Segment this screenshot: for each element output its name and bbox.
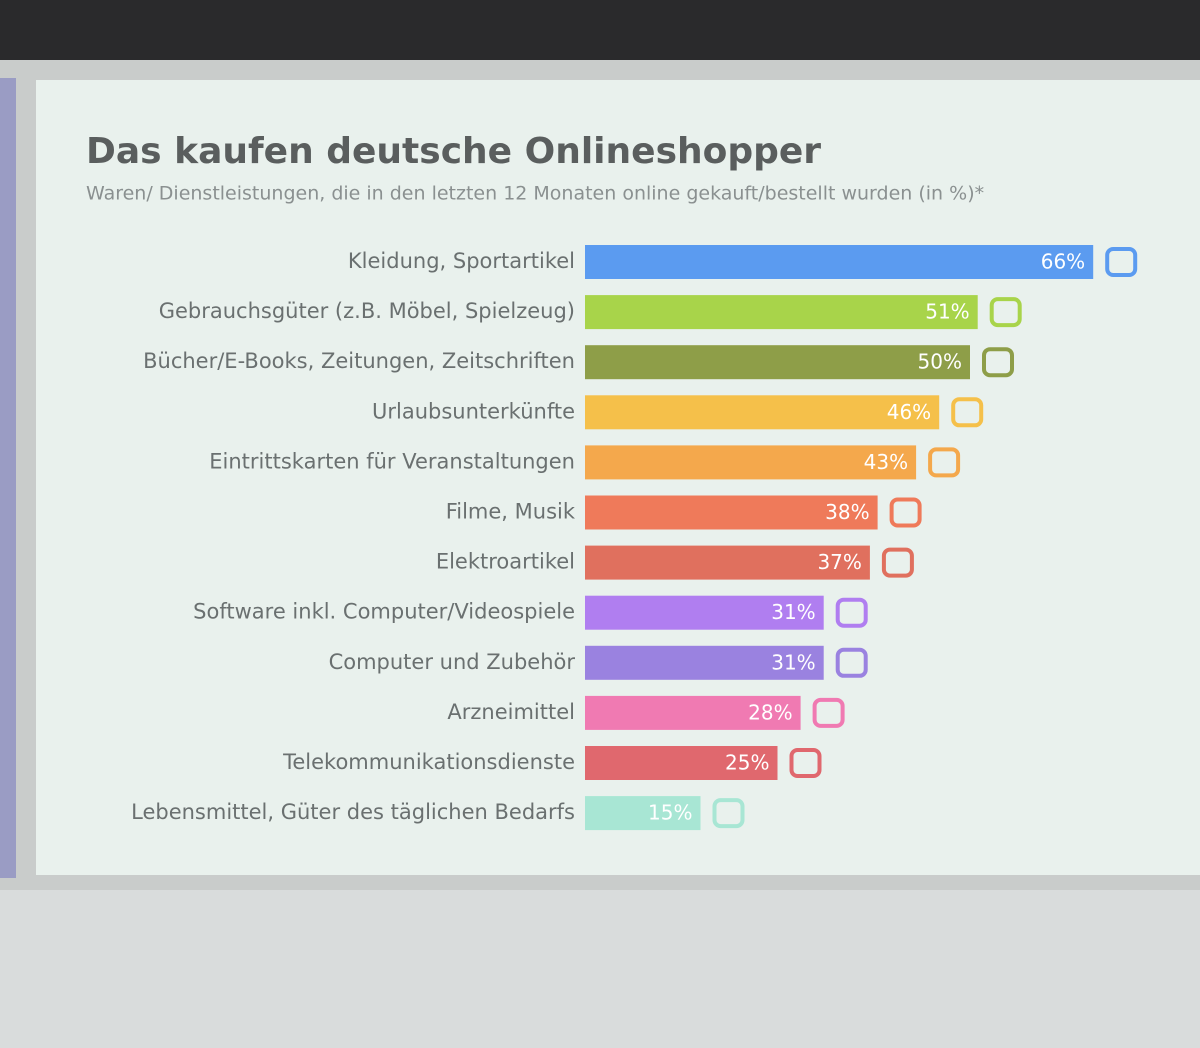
value-label: 43% <box>864 450 908 474</box>
frame-top <box>0 0 1200 60</box>
bar <box>585 245 1094 279</box>
bar <box>585 445 917 480</box>
category-label: Kleidung, Sportartikel <box>348 249 575 273</box>
value-label: 31% <box>771 600 815 624</box>
bar <box>585 495 878 530</box>
value-label: 51% <box>925 300 969 324</box>
icon <box>951 397 984 428</box>
icon <box>989 297 1022 328</box>
bar <box>585 645 824 680</box>
value-label: 66% <box>1041 250 1085 274</box>
icon <box>712 798 745 829</box>
bar <box>585 595 824 630</box>
bar <box>585 796 701 831</box>
category-label: Urlaubsunterkünfte <box>372 399 575 423</box>
icon <box>812 697 845 728</box>
bar <box>585 395 940 430</box>
category-label: Software inkl. Computer/Videospiele <box>193 600 575 624</box>
category-label: Lebensmittel, Güter des täglichen Bedarf… <box>131 800 575 824</box>
category-label: Arzneimittel <box>447 700 575 724</box>
icon <box>889 497 922 528</box>
value-label: 28% <box>748 700 792 724</box>
category-label: Filme, Musik <box>446 500 576 524</box>
value-label: 15% <box>648 801 692 825</box>
bar <box>585 746 778 780</box>
category-label: Gebrauchsgüter (z.B. Möbel, Spielzeug) <box>159 299 575 323</box>
value-label: 50% <box>918 350 962 374</box>
category-label: Telekommunikationsdienste <box>282 750 575 774</box>
category-label: Bücher/E-Books, Zeitungen, Zeitschriften <box>143 349 575 373</box>
bar <box>585 295 978 330</box>
value-label: 38% <box>825 500 869 524</box>
icon <box>1105 247 1138 277</box>
icon <box>928 447 961 478</box>
chart-title: Das kaufen deutsche Onlineshopper <box>86 131 821 172</box>
screen-edge <box>0 78 16 878</box>
icon <box>789 748 822 778</box>
category-label: Eintrittskarten für Veranstaltungen <box>209 449 575 473</box>
chart-subtitle: Waren/ Dienstleistungen, die in den letz… <box>86 183 984 205</box>
category-label: Elektroartikel <box>436 550 575 574</box>
icon <box>835 647 868 678</box>
icon <box>835 597 868 628</box>
value-label: 37% <box>817 550 861 574</box>
bar <box>585 345 970 380</box>
value-label: 25% <box>725 751 769 775</box>
bar <box>585 695 801 730</box>
value-label: 31% <box>771 650 815 674</box>
icon <box>881 547 914 578</box>
value-label: 46% <box>887 400 931 424</box>
icon <box>982 347 1014 378</box>
bar <box>585 545 870 580</box>
category-label: Computer und Zubehör <box>329 650 576 674</box>
